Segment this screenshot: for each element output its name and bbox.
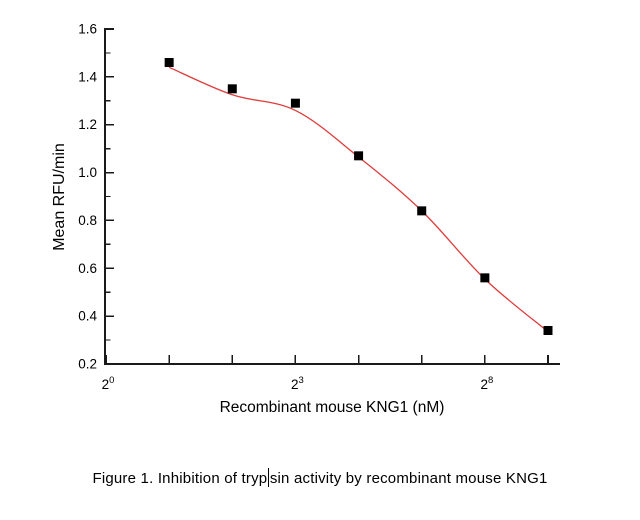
caption-text-after-caret: sin activity by recombinant mouse KNG1 — [269, 470, 548, 487]
y-tick-label: 0.6 — [78, 261, 97, 276]
caption-text-before-caret: Figure 1. Inhibition of tryp — [92, 470, 268, 487]
y-tick-label: 0.2 — [78, 357, 97, 372]
y-tick-label: 1.4 — [78, 69, 97, 84]
data-point-marker — [354, 151, 364, 161]
x-tick-label: 20 — [102, 375, 115, 392]
y-tick-label: 1.2 — [78, 117, 97, 132]
figure-caption[interactable]: Figure 1. Inhibition of tryp sin activity… — [0, 468, 640, 487]
text-cursor — [267, 468, 270, 487]
data-point-marker — [480, 273, 490, 283]
y-tick-label: 0.4 — [78, 309, 97, 324]
data-point-marker — [164, 58, 174, 67]
data-point-marker — [543, 326, 553, 335]
inhibition-chart: 0.2 0.4 0.6 0.8 1.0 1.2 1.4 1.6 20 23 28 Mean RFU/… — [51, 22, 560, 416]
y-tick-label: 0.8 — [78, 213, 97, 228]
y-tick-label: 1.6 — [78, 22, 97, 37]
data-point-marker — [227, 84, 237, 94]
data-point-marker — [417, 206, 427, 216]
fit-curve — [168, 66, 549, 333]
x-tick-label: 28 — [480, 375, 493, 392]
chart-plot-area: 0.2 0.4 0.6 0.8 1.0 1.2 1.4 1.6 20 23 28 — [78, 22, 560, 392]
x-tick-label: 23 — [291, 375, 304, 392]
data-point-marker — [290, 98, 300, 108]
y-axis-title: Mean RFU/min — [51, 143, 68, 251]
x-axis-title: Recombinant mouse KNG1 (nM) — [220, 399, 445, 416]
y-tick-label: 1.0 — [78, 165, 97, 180]
